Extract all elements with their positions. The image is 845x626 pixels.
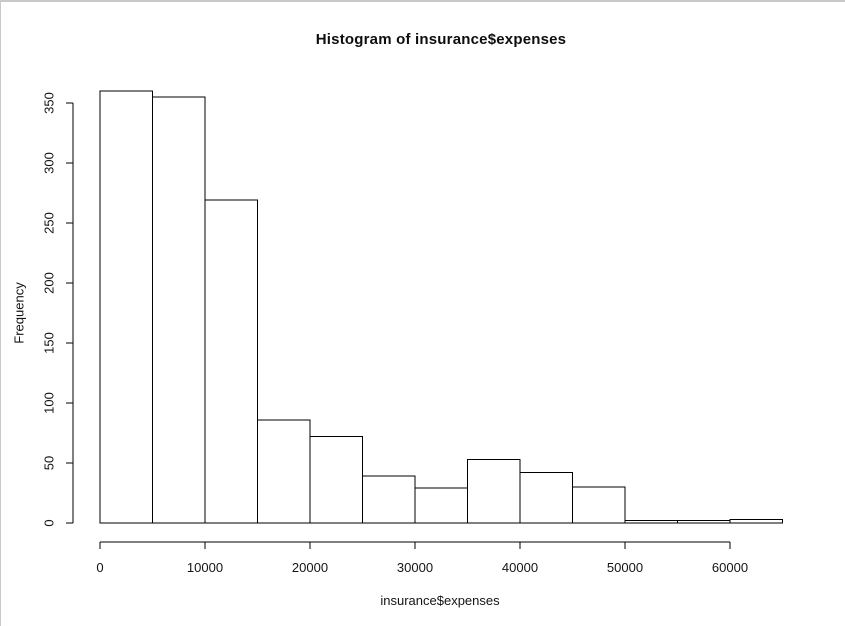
y-axis-label: Frequency (11, 282, 27, 344)
histogram-bar (677, 520, 731, 524)
x-tick-label: 20000 (292, 560, 328, 575)
histogram-bar (519, 472, 573, 524)
x-tick-label: 30000 (397, 560, 433, 575)
y-tick-label: 200 (42, 272, 57, 294)
y-tick-label: 300 (42, 152, 57, 174)
x-tick-label: 40000 (502, 560, 538, 575)
histogram-bar (99, 90, 153, 524)
x-axis-label: insurance$expenses (380, 593, 500, 608)
histogram-bar (152, 96, 206, 524)
x-tick-label: 0 (96, 560, 103, 575)
histogram-bar (467, 458, 521, 524)
histogram-bar (624, 520, 678, 524)
histogram-bar (729, 518, 783, 524)
histogram-bar (257, 419, 311, 524)
chart-title: Histogram of insurance$expenses (315, 31, 567, 48)
y-tick-label: 350 (42, 92, 57, 114)
histogram-bar (362, 475, 416, 524)
y-tick-label: 150 (42, 332, 57, 354)
x-tick-label: 50000 (607, 560, 643, 575)
y-tick-label: 100 (42, 392, 57, 414)
x-tick-label: 10000 (187, 560, 223, 575)
y-tick-label: 250 (42, 212, 57, 234)
histogram-bar (204, 199, 258, 524)
histogram-bar (309, 436, 363, 524)
y-tick-label: 50 (42, 456, 57, 470)
histogram-bar (572, 486, 626, 524)
x-tick-label: 60000 (712, 560, 748, 575)
histogram-bar (414, 487, 468, 524)
y-tick-label: 0 (42, 519, 57, 526)
